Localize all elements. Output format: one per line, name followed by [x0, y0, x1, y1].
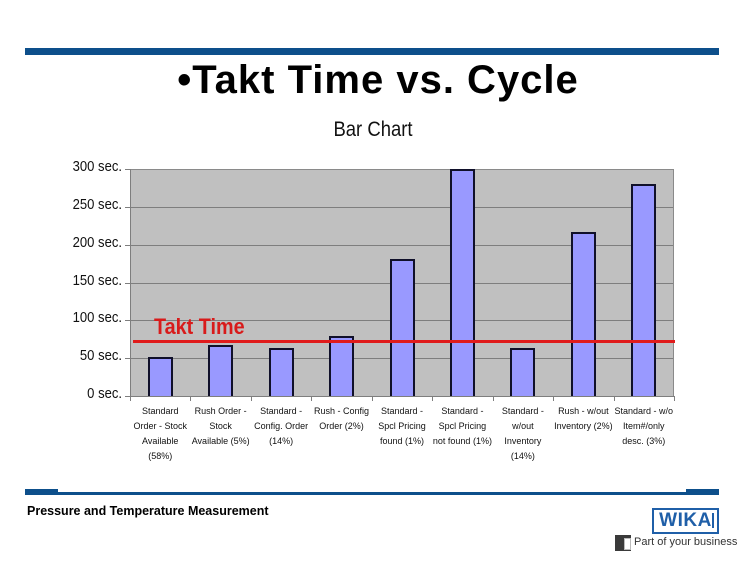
bar	[631, 184, 657, 396]
y-tick-label: 200 sec.	[72, 234, 122, 251]
footer-text: Pressure and Temperature Measurement	[27, 504, 269, 518]
header-rule	[25, 48, 719, 55]
plot-area	[130, 169, 674, 396]
x-tick-mark	[190, 396, 192, 401]
x-tick-mark	[130, 396, 131, 401]
bar	[510, 348, 536, 396]
bar	[147, 356, 173, 396]
gridline	[130, 206, 673, 208]
bar	[329, 336, 355, 396]
bar	[268, 348, 294, 396]
x-axis	[125, 396, 675, 397]
y-tick-label: 100 sec.	[72, 310, 122, 327]
y-tick-mark	[125, 244, 131, 246]
y-tick-label: 150 sec.	[72, 272, 122, 289]
bar	[570, 231, 596, 396]
y-tick-label: 300 sec.	[72, 159, 122, 175]
footer-rule-cap-left	[25, 489, 58, 495]
gridline	[130, 244, 673, 246]
chart-title: Bar Chart	[333, 118, 413, 141]
y-tick-mark	[125, 206, 131, 208]
footer-rule-cap-right	[686, 489, 719, 495]
footer-rule	[25, 492, 719, 495]
x-category-label: Standard Order - Stock Available (58%)	[133, 406, 187, 461]
x-tick-mark	[492, 396, 494, 401]
x-tick-mark	[432, 396, 434, 401]
x-tick-mark	[371, 396, 373, 401]
y-tick-mark	[125, 320, 131, 322]
y-tick-label: 250 sec.	[72, 196, 122, 213]
x-tick-mark	[613, 396, 615, 401]
x-tick-mark	[250, 396, 252, 401]
x-tick-mark	[553, 396, 555, 401]
bar	[389, 259, 415, 396]
y-tick-mark	[125, 358, 131, 360]
x-category-label: Standard - Config. Order (14%)	[254, 406, 309, 446]
x-category-label: Standard - w/o Item#/only desc. (3%)	[614, 406, 674, 446]
slide-title: •Takt Time vs. Cycle	[177, 58, 579, 102]
x-tick-mark	[311, 396, 313, 401]
takt-time-line	[133, 340, 675, 344]
y-tick-label: 0 sec.	[87, 386, 122, 402]
y-tick-mark	[125, 396, 131, 397]
x-tick-mark	[674, 396, 675, 401]
y-tick-mark	[125, 169, 131, 170]
x-category-label: Standard - Spcl Pricing found (1%)	[378, 406, 426, 446]
y-tick-mark	[125, 282, 131, 284]
logo-tagline: Part of your business	[634, 536, 738, 548]
x-category-label: Rush - w/out Inventory (2%)	[554, 406, 613, 431]
bar	[449, 169, 475, 396]
wika-logo: WIKA	[652, 508, 719, 534]
x-category-label: Rush - Config Order (2%)	[314, 406, 370, 431]
x-category-label: Standard - w/out Inventory (14%)	[501, 406, 544, 461]
x-category-label: Standard - Spcl Pricing not found (1%)	[432, 406, 492, 446]
y-tick-label: 50 sec.	[79, 348, 122, 365]
tagline-square-icon	[615, 535, 631, 551]
takt-time-label: Takt Time	[154, 314, 245, 339]
x-category-label: Rush Order - Stock Available (5%)	[191, 406, 250, 446]
bar	[208, 345, 234, 396]
